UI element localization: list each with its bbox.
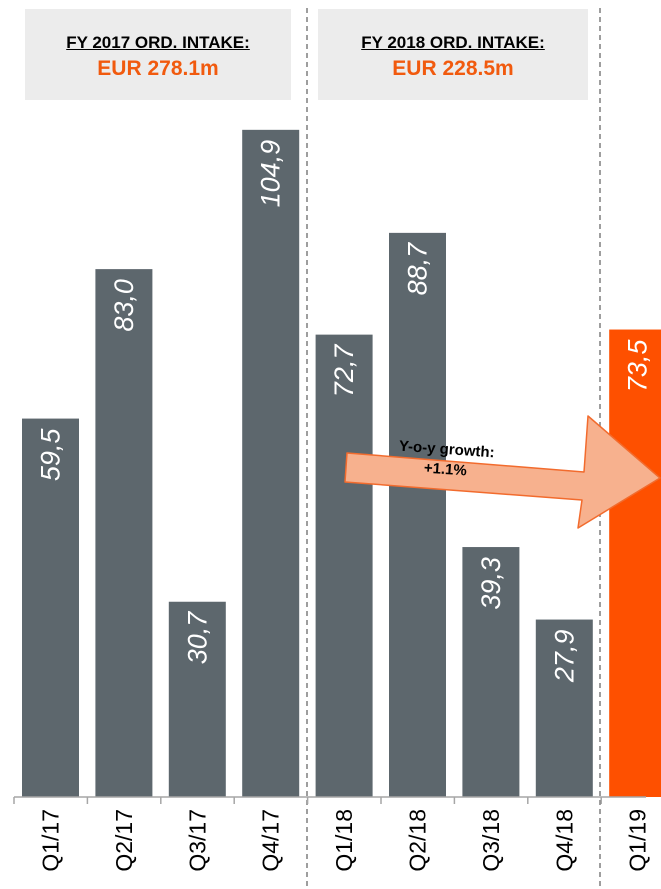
x-tick-label: Q1/17 [38,809,64,872]
fy2017-header-title: FY 2017 ORD. INTAKE: [66,33,250,52]
bar-value-label: 83,0 [109,279,139,332]
bar-Q4-17 [242,129,300,797]
bar-value-label: 104,9 [256,140,286,208]
bar-value-label: 72,7 [329,344,359,398]
x-tick-label: Q1/19 [625,809,651,872]
x-tick-label: Q4/17 [258,809,284,872]
bar-value-label: 73,5 [623,339,653,393]
growth-arrow-shape [344,415,661,529]
bar-value-label: 59,5 [36,428,66,482]
x-tick-label: Q3/17 [184,809,210,872]
bar-value-label: 88,7 [403,242,433,296]
bar-Q1-19 [609,329,661,797]
bar-Q3-18 [462,547,520,797]
bar-value-label: 27,9 [549,630,579,684]
growth-arrow [344,415,661,529]
bar-Q1-18 [315,334,373,797]
x-tick-label: Q3/18 [478,809,504,872]
bar-Q4-18 [535,619,593,797]
fy2018-header: FY 2018 ORD. INTAKE: EUR 228.5m [318,9,588,100]
x-tick-label: Q1/18 [331,809,357,872]
bar-Q2-18 [389,232,446,798]
fy2017-header-value: EUR 278.1m [97,57,219,80]
fy2018-header-title: FY 2018 ORD. INTAKE: [361,33,545,52]
bar-value-label: 30,7 [182,611,212,665]
x-tick-label: Q4/18 [551,809,577,872]
bar-value-label: 39,3 [476,557,506,610]
x-tick-label: Q2/18 [405,809,431,872]
x-tick-label: Q2/17 [111,809,137,872]
fy2017-header: FY 2017 ORD. INTAKE: EUR 278.1m [25,9,291,100]
bar-Q2-17 [95,269,153,797]
fy2018-header-value: EUR 228.5m [392,57,514,80]
bar-Q3-17 [168,601,226,797]
bar-Q1-17 [22,418,79,797]
